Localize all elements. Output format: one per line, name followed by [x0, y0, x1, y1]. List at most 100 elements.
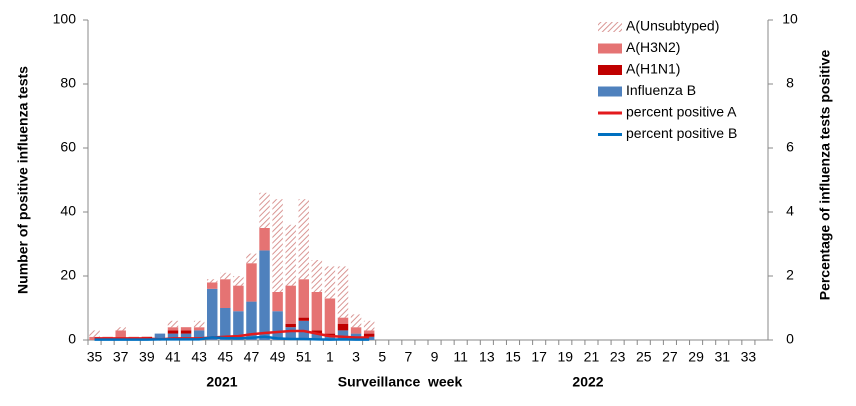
x-tick-label: 31 — [714, 349, 730, 365]
bar-segment — [311, 292, 323, 331]
y-tick-label: 80 — [60, 75, 76, 91]
bar-segment — [207, 282, 218, 289]
x-axis-title: Surveillance week — [338, 374, 463, 390]
bar-segment — [363, 330, 375, 334]
year-label: 2022 — [572, 374, 603, 390]
x-tick-label: 29 — [688, 349, 704, 365]
bar-segment — [115, 327, 126, 331]
x-tick-label: 13 — [479, 349, 495, 365]
bar-segment — [220, 279, 231, 308]
bar-segment — [298, 199, 309, 280]
legend-label: Influenza B — [626, 82, 696, 98]
bar-segment — [167, 320, 179, 328]
bar-segment — [285, 324, 296, 328]
bar-segment — [298, 317, 309, 321]
bar-segment — [259, 250, 270, 340]
bar-segment — [272, 292, 283, 312]
legend-label: percent positive A — [626, 104, 737, 120]
x-tick-label: 7 — [404, 349, 412, 365]
x-tick-label: 27 — [662, 349, 678, 365]
legend-label: A(H3N2) — [626, 39, 680, 55]
y-tick-label: 100 — [53, 11, 77, 27]
bar-segment — [285, 224, 296, 286]
bar-segment — [311, 330, 323, 334]
y-axis-title: Number of positive influenza tests — [15, 66, 31, 294]
bar-segment — [259, 192, 270, 228]
bar-segment — [363, 333, 375, 337]
bar-segment — [167, 330, 179, 334]
bar-segment — [233, 311, 244, 340]
bar-segment — [337, 266, 349, 318]
bar-segment — [233, 285, 244, 312]
bar-segment — [272, 199, 283, 292]
bar-segment — [324, 298, 336, 334]
x-tick-label: 21 — [584, 349, 600, 365]
bar-segment — [285, 327, 296, 340]
bar-segment — [311, 260, 323, 292]
x-tick-label: 25 — [636, 349, 652, 365]
y2-tick-label: 4 — [786, 203, 794, 219]
x-tick-label: 3 — [352, 349, 360, 365]
line-series — [94, 335, 370, 341]
x-tick-label: 19 — [558, 349, 574, 365]
bar-segment — [272, 311, 283, 340]
legend-label: percent positive B — [626, 125, 737, 141]
x-tick-label: 9 — [431, 349, 439, 365]
x-tick-label: 15 — [505, 349, 521, 365]
line-series — [94, 329, 370, 341]
x-tick-label: 37 — [113, 349, 129, 365]
bar-segment — [324, 266, 336, 299]
bar-segment — [193, 330, 205, 340]
y-tick-label: 20 — [60, 267, 76, 283]
x-tick-label: 23 — [610, 349, 626, 365]
bar-segment — [363, 320, 375, 331]
bar-segment — [298, 279, 309, 318]
y2-tick-label: 8 — [786, 75, 794, 91]
legend-swatch — [598, 43, 622, 54]
y2-tick-label: 6 — [786, 139, 794, 155]
bar-segment — [193, 320, 205, 328]
bar-segment — [311, 333, 323, 340]
bar-segment — [337, 324, 349, 331]
bar-segment — [233, 276, 244, 286]
bar-segment — [285, 285, 296, 324]
x-tick-label: 45 — [218, 349, 234, 365]
bar-segment — [167, 333, 179, 340]
x-tick-label: 43 — [191, 349, 207, 365]
y-tick-label: 40 — [60, 203, 76, 219]
x-tick-label: 51 — [296, 349, 312, 365]
bar-segment — [180, 330, 192, 334]
bar-segment — [115, 330, 126, 340]
bar-segment — [167, 327, 179, 331]
year-label: 2021 — [206, 374, 237, 390]
y2-tick-label: 0 — [786, 331, 794, 347]
y2-tick-label: 2 — [786, 267, 794, 283]
y-tick-label: 0 — [68, 331, 76, 347]
bar-segment — [180, 333, 192, 340]
bar-segment — [337, 317, 349, 324]
bar-segment — [246, 263, 257, 302]
bar-segment — [154, 333, 166, 340]
bar-segment — [193, 327, 205, 331]
x-tick-label: 11 — [453, 349, 468, 365]
legend-label: A(H1N1) — [626, 61, 680, 77]
x-tick-label: 47 — [244, 349, 260, 365]
bar-segment — [207, 288, 218, 340]
bar-segment — [207, 279, 218, 283]
bar-segment — [220, 272, 231, 280]
legend-swatch — [598, 22, 622, 32]
x-tick-label: 17 — [531, 349, 547, 365]
bar-segment — [337, 330, 349, 340]
bar-segment — [246, 253, 257, 264]
legend-swatch — [598, 86, 622, 97]
x-tick-label: 33 — [741, 349, 757, 365]
bar-segment — [180, 327, 192, 331]
y-tick-label: 60 — [60, 139, 76, 155]
x-tick-label: 41 — [165, 349, 181, 365]
y2-axis-title: Percentage of influenza tests positive — [817, 50, 833, 301]
x-tick-label: 1 — [326, 349, 334, 365]
bar-segment — [259, 228, 270, 251]
y2-tick-label: 10 — [782, 11, 798, 27]
x-tick-label: 5 — [378, 349, 386, 365]
